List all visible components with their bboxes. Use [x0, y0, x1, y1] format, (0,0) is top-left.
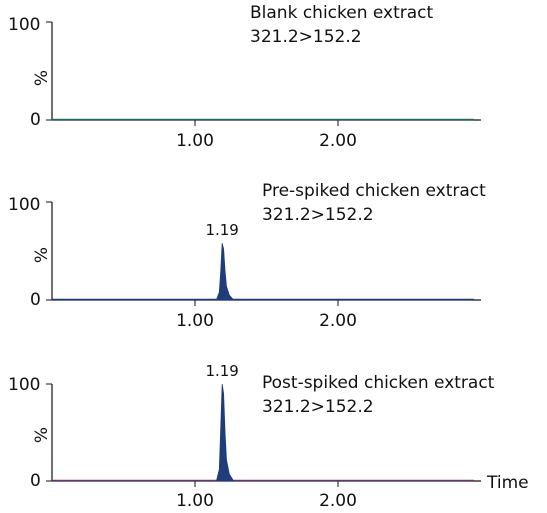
chart-title: Pre-spiked chicken extract — [262, 181, 486, 201]
y-tick-label-0: 0 — [30, 471, 41, 491]
chart-title: Blank chicken extract — [250, 3, 434, 23]
chromatogram-peak — [52, 243, 474, 301]
y-tick-label-100: 100 — [8, 375, 40, 395]
x-axis-label: Time — [486, 473, 529, 493]
y-tick-label-100: 100 — [8, 195, 40, 215]
x-tick-label-1: 1.00 — [176, 311, 214, 331]
y-axis-label: % — [32, 247, 52, 263]
plot-area: 1.19 — [52, 221, 474, 301]
peak-label: 1.19 — [205, 221, 238, 239]
x-tick-label-1: 1.00 — [176, 131, 214, 151]
chart-subtitle: 321.2>152.2 — [262, 397, 374, 417]
plot-area: 1.19 — [52, 362, 474, 482]
chart-panel-post-spiked: 100 0 % Post-spiked chicken extract 321.… — [8, 362, 529, 511]
chart-title: Post-spiked chicken extract — [262, 373, 495, 393]
peak-label: 1.19 — [205, 362, 238, 380]
chart-subtitle: 321.2>152.2 — [250, 27, 362, 47]
chart-panel-pre-spiked: 100 0 % Pre-spiked chicken extract 321.2… — [8, 181, 486, 331]
x-tick-label-2: 2.00 — [319, 311, 357, 331]
y-tick-label-100: 100 — [8, 15, 40, 35]
y-axis-label: % — [32, 427, 52, 443]
x-tick-label-2: 2.00 — [319, 491, 357, 511]
y-tick-label-0: 0 — [30, 110, 41, 130]
x-tick-label-1: 1.00 — [176, 491, 214, 511]
chromatogram-peak — [52, 383, 474, 482]
chart-panel-blank: 100 0 % Blank chicken extract 321.2>152.… — [8, 3, 481, 151]
plot-area — [52, 118, 474, 121]
y-tick-label-0: 0 — [30, 290, 41, 310]
y-axis-label: % — [32, 70, 52, 86]
chart-subtitle: 321.2>152.2 — [262, 205, 374, 225]
x-tick-label-2: 2.00 — [319, 131, 357, 151]
